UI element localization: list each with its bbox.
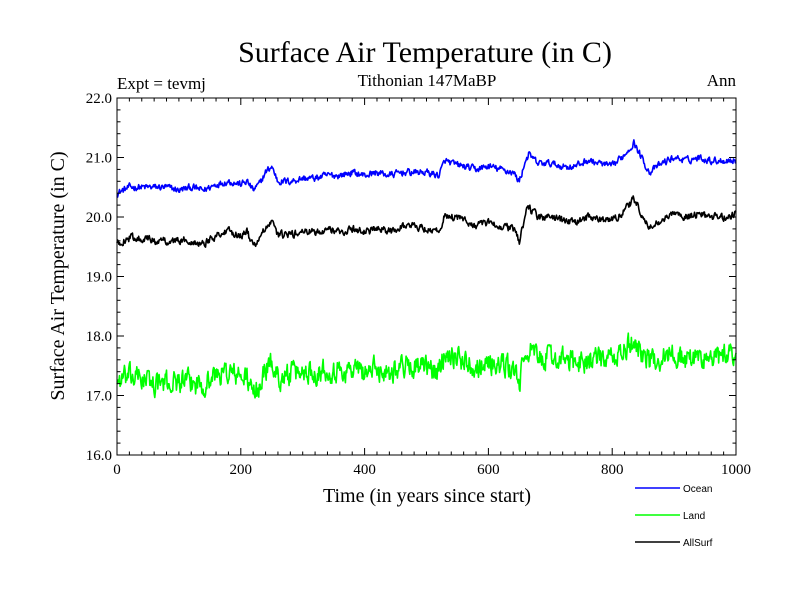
legend-label-allsurf: AllSurf: [683, 538, 713, 549]
y-tick-label: 21.0: [86, 151, 112, 167]
x-tick-label: 400: [353, 462, 376, 478]
y-tick-label: 19.0: [86, 270, 112, 286]
x-axis-label: Time (in years since start): [323, 485, 531, 507]
series-line-ocean: [116, 139, 737, 198]
x-tick-label: 600: [477, 462, 500, 478]
y-tick-label: 16.0: [86, 448, 112, 464]
legend-label-land: Land: [683, 511, 705, 522]
series-layer: [116, 139, 737, 399]
x-tick-label: 0: [113, 462, 121, 478]
series-line-land: [116, 332, 737, 399]
y-tick-label: 18.0: [86, 329, 112, 345]
season-label: Ann: [707, 71, 737, 90]
legend-label-ocean: Ocean: [683, 484, 712, 495]
x-tick-label: 800: [601, 462, 624, 478]
y-tick-label: 20.0: [86, 210, 112, 226]
chart-title: Surface Air Temperature (in C): [238, 36, 612, 69]
x-tick-label: 200: [230, 462, 253, 478]
experiment-label: Expt = tevmj: [117, 74, 206, 93]
period-label: Tithonian 147MaBP: [358, 71, 497, 90]
y-tick-label: 17.0: [86, 389, 112, 405]
x-tick-label: 1000: [721, 462, 751, 478]
series-line-allsurf: [116, 195, 737, 248]
legend: Ocean Land AllSurf: [635, 484, 713, 549]
plot-frame: [116, 97, 737, 456]
ticks-layer: 0 200 400 600 800 1000 16.0 17.0 18.0 19.0 20.0 21.…: [86, 91, 751, 478]
y-tick-label: 22.0: [86, 91, 112, 107]
y-axis-label: Surface Air Temperature (in C): [47, 151, 69, 400]
